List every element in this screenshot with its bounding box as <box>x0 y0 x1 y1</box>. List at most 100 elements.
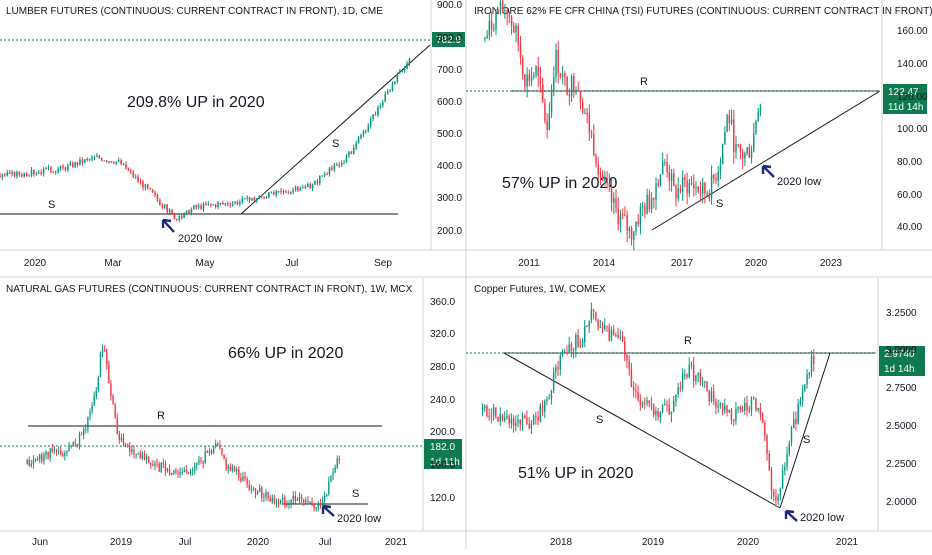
candle-body <box>142 181 144 188</box>
candle-body <box>168 209 171 213</box>
candle-body <box>333 165 336 170</box>
candle-body <box>300 496 303 500</box>
candle-body <box>267 491 269 499</box>
candle-body <box>253 197 256 201</box>
candle-body <box>581 342 584 347</box>
candle-body <box>240 477 242 482</box>
candle-body <box>338 458 340 461</box>
candle-body <box>204 451 206 464</box>
candle-body <box>348 151 350 156</box>
candle-body <box>535 66 537 76</box>
candle-body <box>343 162 345 164</box>
y-tick-label: 200.0 <box>430 427 455 438</box>
candle-body <box>208 450 211 453</box>
candle-body <box>196 463 198 466</box>
candle-body <box>159 200 161 206</box>
candle-body <box>719 402 722 406</box>
candle-body <box>506 415 508 418</box>
candle-body <box>741 410 744 412</box>
candle-body <box>512 418 515 426</box>
candle-body <box>187 472 190 474</box>
candle-body <box>757 408 759 411</box>
candle-body <box>200 459 202 462</box>
ironore-price-tag-text: 122.47 <box>888 87 919 98</box>
natgas-price-tag <box>424 439 462 454</box>
candle-body <box>132 171 135 177</box>
y-tick-label: 320.0 <box>430 329 455 340</box>
candle-body <box>608 326 610 341</box>
candle-body <box>96 155 98 158</box>
copper-low-label: 2020 low <box>800 512 844 524</box>
candle-body <box>252 488 255 490</box>
candle-body <box>528 424 530 429</box>
candle-body <box>130 170 132 172</box>
candle-body <box>50 167 52 172</box>
candle-body <box>95 390 97 397</box>
lumber-title: LUMBER FUTURES (CONTINUOUS: CURRENT CONT… <box>6 6 383 17</box>
candle-body <box>646 400 648 404</box>
candle-body <box>593 134 595 156</box>
candle-body <box>131 449 133 452</box>
candle-body <box>697 372 699 376</box>
candle-body <box>365 130 367 132</box>
candle-body <box>59 165 62 169</box>
candle-body <box>770 469 773 492</box>
natgas-title: NATURAL GAS FUTURES (CONTINUOUS: CURRENT… <box>6 284 413 295</box>
candle-body <box>510 418 513 424</box>
candle-body <box>311 184 314 189</box>
candle-body <box>234 201 236 204</box>
candle-body <box>501 1 504 12</box>
candle-body <box>18 172 21 175</box>
candle-body <box>579 346 582 348</box>
candle-body <box>499 414 501 422</box>
candle-body <box>515 25 517 33</box>
candle-body <box>55 450 58 452</box>
candle-body <box>379 105 382 108</box>
candle-body <box>657 183 659 186</box>
candle-body <box>103 160 105 162</box>
candle-body <box>137 176 139 182</box>
candle-body <box>797 404 799 424</box>
y-tick-label: 120.0 <box>430 493 455 504</box>
candle-body <box>189 471 192 474</box>
candle-body <box>319 503 322 507</box>
candle-body <box>675 394 677 402</box>
candle-body <box>54 171 57 173</box>
candle-body <box>355 143 357 148</box>
candle-body <box>653 198 655 200</box>
candle-body <box>759 408 762 415</box>
candle-body <box>112 395 114 405</box>
candle-body <box>323 173 326 176</box>
candle-body <box>619 336 622 338</box>
candle-body <box>98 155 101 159</box>
candle-body <box>183 212 185 218</box>
candle-body <box>624 214 626 216</box>
candle-body <box>710 174 713 198</box>
candle-body <box>78 434 81 447</box>
y-tick-label: 2.5000 <box>886 421 917 432</box>
candle-body <box>492 407 495 416</box>
candle-body <box>156 463 158 465</box>
candle-body <box>40 172 42 174</box>
candle-body <box>139 453 141 459</box>
copper-price-tag-text: 2.9740 <box>884 349 915 360</box>
candle-body <box>139 181 142 183</box>
candle-body <box>633 231 635 240</box>
candle-body <box>166 469 169 472</box>
candle-body <box>340 162 343 166</box>
candle-body <box>750 398 753 411</box>
candle-body <box>175 470 177 473</box>
candle-body <box>135 454 137 456</box>
candle-body <box>572 349 575 351</box>
natgas-resistance-label: R <box>157 410 165 422</box>
candle-body <box>724 405 726 411</box>
candle-body <box>559 356 562 370</box>
candle-body <box>690 182 693 184</box>
candle-body <box>524 74 526 87</box>
candle-body <box>544 401 546 412</box>
candle-body <box>313 505 315 509</box>
candle-body <box>396 74 399 82</box>
candle-body <box>686 180 688 194</box>
x-tick-label: 2020 <box>24 258 47 269</box>
candle-body <box>733 119 735 153</box>
